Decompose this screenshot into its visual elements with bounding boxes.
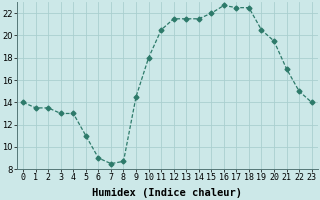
X-axis label: Humidex (Indice chaleur): Humidex (Indice chaleur) — [92, 188, 242, 198]
